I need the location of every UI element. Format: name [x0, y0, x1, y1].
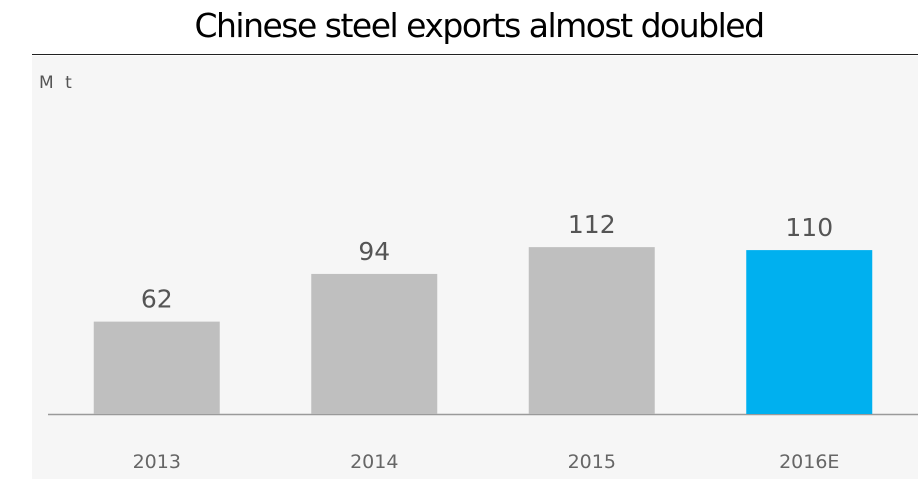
x-tick-label-2013: 2013 — [133, 451, 181, 473]
x-tick-label-2015: 2015 — [568, 451, 616, 473]
x-tick-label-2016e: 2016E — [779, 451, 839, 473]
value-label-2013: 62 — [141, 285, 173, 314]
x-tick-label-2014: 2014 — [350, 451, 398, 473]
title-underline — [32, 54, 918, 55]
bar-2015 — [528, 247, 655, 414]
value-label-2014: 94 — [358, 237, 390, 266]
chart-title: Chinese steel exports almost doubled — [194, 6, 765, 45]
bar-2014 — [311, 273, 438, 414]
bar-2016e — [746, 250, 873, 414]
bar-2013 — [93, 321, 220, 414]
value-label-2016e: 110 — [785, 213, 833, 242]
value-label-2015: 112 — [568, 210, 616, 239]
y-axis-unit-label: M t — [39, 73, 75, 93]
